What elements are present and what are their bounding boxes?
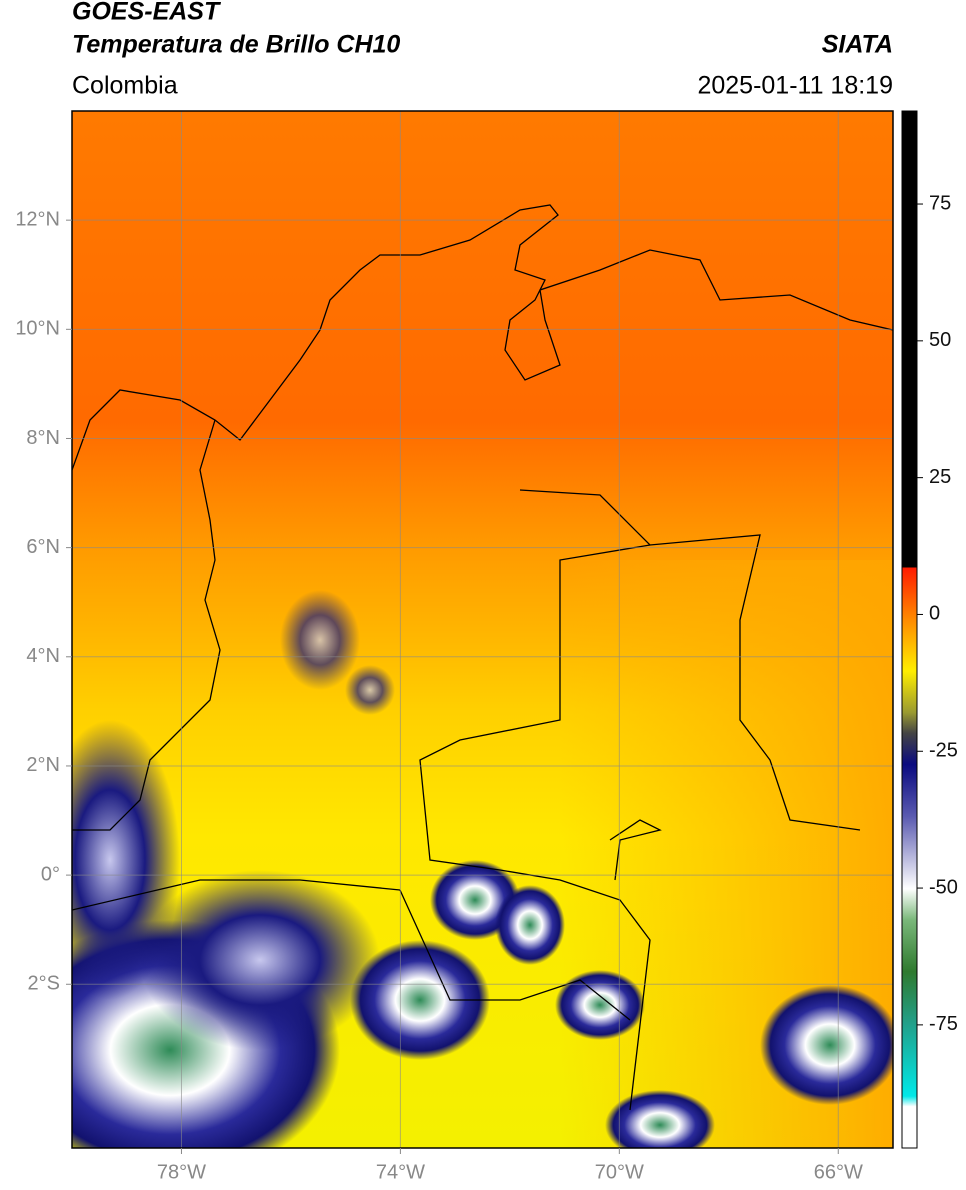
source: SIATA bbox=[822, 31, 893, 59]
colorbar bbox=[901, 110, 918, 1149]
colorbar-tick-label: 0 bbox=[929, 603, 940, 625]
colorbar-tick-label: 75 bbox=[929, 192, 951, 214]
colorbar-tick-label: -50 bbox=[929, 876, 958, 898]
title: GOES-EAST bbox=[72, 0, 222, 26]
colorbar-tick-label: 25 bbox=[929, 466, 951, 488]
y-tick-label: 10°N bbox=[15, 318, 60, 340]
datetime: 2025-01-11 18:19 bbox=[697, 72, 893, 100]
y-tick-label: 2°S bbox=[28, 973, 60, 995]
map-image bbox=[72, 111, 893, 1148]
y-tick-label: 12°N bbox=[15, 208, 60, 230]
x-tick-label: 78°W bbox=[157, 1161, 206, 1183]
y-tick-label: 2°N bbox=[26, 754, 60, 776]
y-tick-label: 4°N bbox=[26, 645, 60, 667]
colorbar-tick-label: -75 bbox=[929, 1013, 958, 1035]
y-tick-label: 8°N bbox=[26, 427, 60, 449]
grid bbox=[72, 111, 893, 1148]
x-tick-label: 74°W bbox=[376, 1161, 425, 1183]
x-tick-label: 70°W bbox=[595, 1161, 644, 1183]
y-tick-label: 6°N bbox=[26, 536, 60, 558]
map-frame bbox=[71, 110, 894, 1149]
colorbar-tick-label: -25 bbox=[929, 740, 958, 762]
colorbar-tick-label: 50 bbox=[929, 329, 951, 351]
region: Colombia bbox=[72, 72, 178, 100]
subtitle: Temperatura de Brillo CH10 bbox=[72, 31, 400, 59]
x-tick-label: 66°W bbox=[814, 1161, 863, 1183]
y-tick-label: 0° bbox=[41, 863, 60, 885]
